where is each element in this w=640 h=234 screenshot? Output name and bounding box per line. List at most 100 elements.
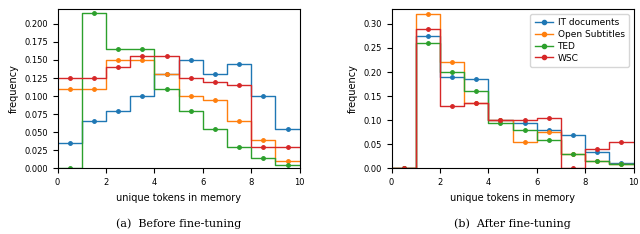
Line: Open Subtitles: Open Subtitles — [392, 14, 634, 168]
X-axis label: unique tokens in memory: unique tokens in memory — [450, 193, 575, 203]
IT documents — [248, 62, 255, 65]
WSC — [126, 66, 134, 69]
IT documents — [412, 167, 420, 170]
IT documents — [223, 62, 231, 65]
Open Subtitles — [533, 141, 541, 143]
IT documents — [509, 121, 516, 124]
TED — [412, 167, 420, 170]
TED — [248, 145, 255, 148]
Line: IT documents: IT documents — [392, 36, 634, 168]
TED — [248, 156, 255, 159]
Open Subtitles — [509, 119, 516, 122]
WSC — [412, 167, 420, 170]
Open Subtitles — [54, 88, 61, 90]
Open Subtitles — [557, 131, 565, 134]
Open Subtitles — [605, 162, 613, 165]
Line: IT documents: IT documents — [58, 60, 300, 143]
TED — [533, 128, 541, 131]
TED — [102, 11, 110, 14]
TED — [102, 48, 110, 51]
IT documents — [54, 142, 61, 145]
Open Subtitles — [630, 162, 637, 165]
WSC — [296, 145, 303, 148]
Open Subtitles — [484, 102, 492, 105]
WSC — [102, 66, 110, 69]
WSC — [54, 77, 61, 80]
WSC — [509, 119, 516, 122]
IT documents — [271, 127, 279, 130]
WSC — [223, 80, 231, 83]
Open Subtitles — [557, 153, 565, 155]
Open Subtitles — [126, 58, 134, 61]
Line: WSC: WSC — [58, 56, 300, 147]
IT documents — [175, 73, 182, 76]
WSC — [388, 167, 396, 170]
TED — [150, 48, 158, 51]
IT documents — [102, 120, 110, 123]
Open Subtitles — [581, 153, 589, 155]
Open Subtitles — [175, 73, 182, 76]
Y-axis label: frequency: frequency — [348, 65, 358, 113]
IT documents — [412, 34, 420, 37]
Open Subtitles — [150, 58, 158, 61]
TED — [436, 42, 444, 44]
WSC — [150, 55, 158, 58]
Open Subtitles — [412, 13, 420, 16]
IT documents — [150, 73, 158, 76]
IT documents — [78, 142, 86, 145]
Line: Open Subtitles: Open Subtitles — [58, 60, 300, 161]
TED — [484, 90, 492, 93]
TED — [126, 48, 134, 51]
IT documents — [605, 150, 613, 153]
X-axis label: unique tokens in memory: unique tokens in memory — [116, 193, 241, 203]
WSC — [533, 119, 541, 122]
Open Subtitles — [248, 120, 255, 123]
TED — [460, 71, 468, 73]
IT documents — [436, 75, 444, 78]
TED — [223, 145, 231, 148]
WSC — [484, 102, 492, 105]
IT documents — [199, 58, 207, 61]
Open Subtitles — [436, 61, 444, 64]
Open Subtitles — [78, 88, 86, 90]
WSC — [509, 119, 516, 122]
WSC — [412, 27, 420, 30]
TED — [436, 71, 444, 73]
IT documents — [630, 161, 637, 164]
IT documents — [484, 119, 492, 122]
TED — [484, 121, 492, 124]
Line: TED: TED — [392, 43, 634, 168]
TED — [223, 127, 231, 130]
Open Subtitles — [248, 138, 255, 141]
IT documents — [296, 127, 303, 130]
WSC — [223, 84, 231, 87]
TED — [296, 164, 303, 166]
WSC — [557, 117, 565, 119]
IT documents — [126, 109, 134, 112]
Open Subtitles — [199, 98, 207, 101]
WSC — [248, 145, 255, 148]
TED — [78, 11, 86, 14]
WSC — [581, 167, 589, 170]
Line: TED: TED — [58, 13, 300, 168]
TED — [509, 121, 516, 124]
IT documents — [175, 58, 182, 61]
TED — [557, 138, 565, 141]
WSC — [271, 145, 279, 148]
Open Subtitles — [78, 88, 86, 90]
TED — [175, 88, 182, 90]
Line: WSC: WSC — [392, 29, 634, 168]
IT documents — [102, 109, 110, 112]
IT documents — [484, 78, 492, 81]
Legend: IT documents, Open Subtitles, TED, WSC: IT documents, Open Subtitles, TED, WSC — [531, 14, 629, 67]
WSC — [533, 117, 541, 119]
TED — [126, 48, 134, 51]
IT documents — [271, 95, 279, 98]
WSC — [150, 55, 158, 58]
WSC — [581, 148, 589, 151]
Open Subtitles — [150, 73, 158, 76]
Open Subtitles — [533, 131, 541, 134]
Open Subtitles — [102, 58, 110, 61]
Title: (b)  After fine-tuning: (b) After fine-tuning — [454, 218, 571, 229]
WSC — [248, 84, 255, 87]
